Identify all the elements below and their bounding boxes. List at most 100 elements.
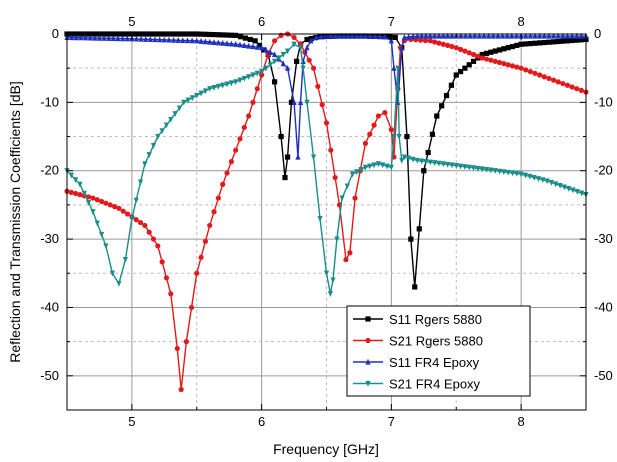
data-point: [288, 99, 295, 105]
data-point: [388, 164, 394, 171]
data-point: [106, 35, 112, 41]
data-point: [553, 181, 559, 188]
data-point: [202, 38, 208, 45]
data-point: [566, 185, 572, 192]
data-point: [146, 152, 152, 158]
legend-label: S11 Rgers 5880: [389, 312, 482, 327]
data-point: [527, 40, 533, 47]
data-point: [233, 41, 239, 47]
data-point: [211, 84, 217, 91]
data-point: [501, 46, 507, 52]
data-point: [315, 83, 321, 90]
data-point: [476, 32, 483, 39]
data-point: [574, 32, 580, 39]
data-point: [401, 154, 407, 161]
data-point: [228, 80, 234, 87]
data-point: [377, 33, 383, 40]
data-point: [77, 192, 83, 198]
data-point: [138, 35, 144, 42]
data-point: [194, 37, 200, 44]
data-point: [564, 32, 571, 39]
data-point: [82, 34, 89, 41]
data-point: [90, 195, 96, 201]
data-point: [532, 32, 538, 39]
data-point: [133, 35, 140, 42]
data-point: [445, 32, 451, 39]
data-point: [358, 166, 364, 173]
data-point: [189, 95, 196, 102]
data-point: [161, 36, 167, 43]
data-point: [327, 291, 333, 297]
data-point: [537, 72, 543, 78]
data-point: [172, 111, 178, 117]
data-point: [414, 32, 420, 39]
data-point: [544, 178, 550, 185]
data-point: [111, 204, 118, 210]
data-point: [120, 208, 126, 214]
data-point: [375, 113, 381, 119]
data-point: [372, 33, 378, 39]
data-point: [492, 58, 498, 64]
x-top-tick-label: 8: [518, 14, 525, 29]
data-point: [237, 34, 244, 40]
data-point: [259, 72, 265, 78]
data-point: [228, 32, 234, 38]
data-point: [246, 113, 252, 119]
legend-swatch-marker: [365, 380, 371, 387]
y-tick-label: -40: [40, 299, 59, 314]
data-point: [449, 32, 455, 39]
data-point: [371, 162, 377, 169]
data-point: [242, 35, 249, 41]
data-point: [259, 44, 265, 51]
data-point: [90, 209, 96, 215]
data-point: [523, 41, 529, 47]
data-point: [412, 284, 418, 290]
data-point: [509, 32, 515, 39]
legend-item: S21 Rgers 5880: [353, 334, 483, 349]
data-point: [272, 79, 278, 85]
data-point: [202, 238, 208, 244]
data-point: [375, 161, 381, 168]
data-point: [425, 149, 431, 156]
data-point: [81, 190, 87, 197]
legend-item: S21 FR4 Epoxy: [353, 377, 481, 392]
data-point: [470, 165, 477, 172]
data-point: [99, 231, 105, 238]
y-tick-label: -10: [40, 94, 59, 109]
data-point: [294, 58, 300, 64]
data-point: [578, 87, 584, 93]
data-point: [560, 38, 566, 44]
data-point: [404, 133, 410, 140]
data-point: [147, 36, 154, 42]
data-point: [267, 49, 273, 55]
data-point: [211, 32, 217, 38]
data-point: [224, 32, 230, 38]
data-point: [220, 32, 226, 38]
data-point: [555, 38, 561, 45]
data-point: [550, 32, 557, 39]
data-point: [382, 33, 388, 40]
x-axis-labels: 5 6 7 8: [128, 414, 524, 429]
data-point: [77, 181, 83, 188]
x-axis-title: Frequency [GHz]: [273, 441, 379, 457]
data-point: [479, 166, 485, 173]
data-point: [541, 32, 547, 39]
data-point: [574, 37, 580, 43]
y-tick-label: -20: [40, 163, 59, 178]
y-tick-label: -30: [40, 231, 59, 246]
data-point: [416, 226, 422, 232]
data-point: [578, 37, 584, 43]
data-point: [475, 53, 481, 59]
data-point: [352, 195, 358, 201]
data-point: [183, 339, 189, 345]
data-point: [448, 82, 454, 88]
data-point: [334, 236, 340, 243]
data-point: [531, 174, 537, 181]
data-point: [150, 143, 157, 149]
data-point: [574, 189, 580, 195]
data-point: [237, 136, 243, 142]
data-point: [527, 32, 533, 39]
legend-swatch-marker: [365, 316, 371, 322]
legend-swatch-marker: [365, 358, 371, 365]
